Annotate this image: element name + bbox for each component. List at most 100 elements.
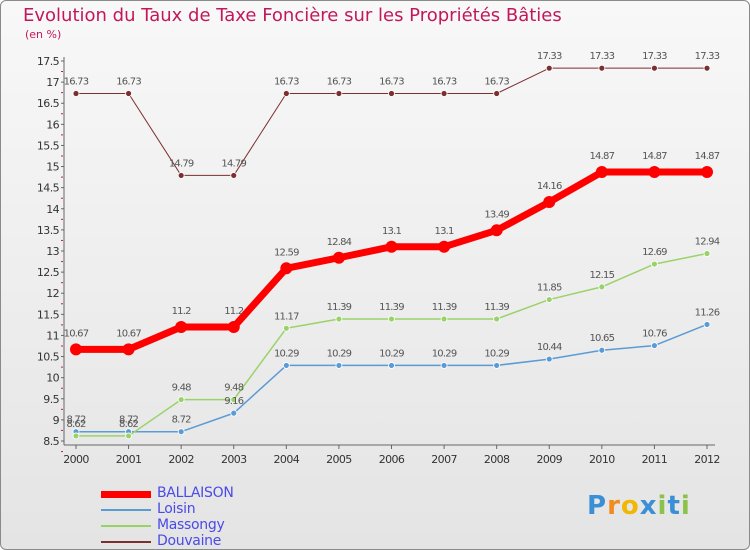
data-point-massongy [703,250,711,257]
data-label-douvaine: 17.33 [642,51,667,62]
data-label-loisin: 8.72 [66,415,86,426]
data-point-loisin [230,409,238,417]
y-tick-label: 16.5 [37,97,60,110]
y-tick-label: 16 [46,118,59,131]
data-label-loisin: 10.65 [590,333,615,344]
data-label-loisin: 10.44 [537,342,562,353]
data-point-douvaine [230,172,238,179]
logo-letter: P [587,491,608,521]
data-point-ballaison [490,224,503,237]
data-point-ballaison [122,343,135,356]
data-label-massongy: 11.39 [379,302,404,313]
data-point-ballaison [332,251,345,264]
data-label-douvaine: 16.73 [432,77,457,88]
data-label-douvaine: 16.73 [327,77,352,88]
data-label-loisin: 10.29 [379,348,404,359]
data-label-ballaison: 14.16 [537,181,562,192]
data-label-loisin: 10.29 [274,348,299,359]
data-label-massongy: 11.39 [484,302,509,313]
data-point-douvaine [545,64,553,72]
data-label-ballaison: 13.49 [484,209,509,220]
data-point-massongy [230,396,238,404]
data-label-massongy: 12.15 [590,270,615,281]
data-label-massongy: 11.39 [432,302,457,313]
data-label-loisin: 11.26 [695,307,720,318]
data-point-douvaine [598,64,606,72]
y-tick-label: 13.5 [37,224,60,237]
data-point-massongy [545,296,553,303]
x-tick-label: 2007 [431,453,457,466]
x-tick-label: 2002 [168,453,194,466]
y-tick-label: 17 [46,76,59,89]
data-label-loisin: 10.76 [642,329,667,340]
data-label-ballaison: 14.87 [590,151,615,162]
data-label-ballaison: 13.1 [435,226,455,237]
data-point-ballaison [70,343,82,356]
legend-label: Douvaine [157,533,222,549]
data-point-loisin [493,362,501,369]
data-label-douvaine: 16.73 [274,77,299,88]
logo-letter: i [680,491,691,521]
data-point-loisin [440,362,448,369]
data-label-massongy: 11.85 [537,283,562,294]
data-label-ballaison: 11.2 [224,306,244,317]
data-label-douvaine: 17.33 [590,51,615,62]
data-point-douvaine [125,90,132,97]
data-point-loisin [335,362,343,369]
data-point-massongy [440,315,448,323]
data-label-douvaine: 16.73 [484,77,509,88]
data-label-massongy: 12.94 [695,237,720,248]
data-label-douvaine: 17.33 [537,51,562,62]
y-tick-label: 14.5 [37,182,60,195]
data-point-ballaison [595,166,608,179]
y-tick-label: 15 [46,161,59,174]
data-label-douvaine: 16.73 [379,77,404,88]
data-point-massongy [282,324,290,332]
data-label-douvaine: 14.79 [169,158,194,169]
data-point-douvaine [440,90,448,97]
data-point-massongy [493,315,501,323]
data-point-ballaison [280,262,293,275]
x-tick-label: 2000 [63,453,89,466]
chart-title: Evolution du Taux de Taxe Foncière sur l… [23,5,562,26]
legend-label: BALLAISON [157,485,234,501]
data-label-loisin: 10.29 [484,348,509,359]
legend-label: Loisin [157,501,196,517]
data-point-douvaine [335,90,343,97]
data-point-douvaine [177,172,185,179]
y-tick-label: 9.5 [43,393,59,406]
data-point-ballaison [543,196,556,209]
data-label-douvaine: 16.73 [116,77,141,88]
logo-letter: t [667,491,681,521]
y-tick-label: 8.5 [43,435,59,448]
x-tick-label: 2006 [379,453,405,466]
y-tick-label: 10.5 [37,351,60,364]
x-tick-label: 2001 [116,453,142,466]
data-label-loisin: 8.72 [119,415,139,426]
y-tick-label: 10 [46,372,59,385]
series-line-ballaison [76,168,707,353]
data-label-ballaison: 12.59 [274,247,299,258]
unit-label: (en %) [25,28,62,41]
data-label-massongy: 8.62 [119,419,139,430]
x-tick-label: 2009 [536,453,562,466]
legend: BALLAISON Loisin Massongy Douvaine [101,485,361,549]
logo-letter: x [639,491,658,521]
data-label-ballaison: 14.87 [695,151,720,162]
data-point-ballaison [227,321,240,333]
data-point-loisin [703,321,711,328]
y-tick-label: 13 [46,245,59,258]
data-point-loisin [651,342,658,349]
x-tick-label: 2010 [589,453,615,466]
data-point-douvaine [388,90,395,97]
data-label-ballaison: 12.84 [327,237,352,248]
y-tick-label: 11.5 [37,308,60,321]
legend-item-ballaison: BALLAISON [101,485,361,502]
data-label-douvaine: 16.73 [64,77,89,88]
y-tick-label: 12 [46,287,59,300]
legend-label: Massongy [157,517,225,533]
y-tick-label: 11 [46,329,59,342]
data-label-massongy: 9.48 [172,383,192,394]
